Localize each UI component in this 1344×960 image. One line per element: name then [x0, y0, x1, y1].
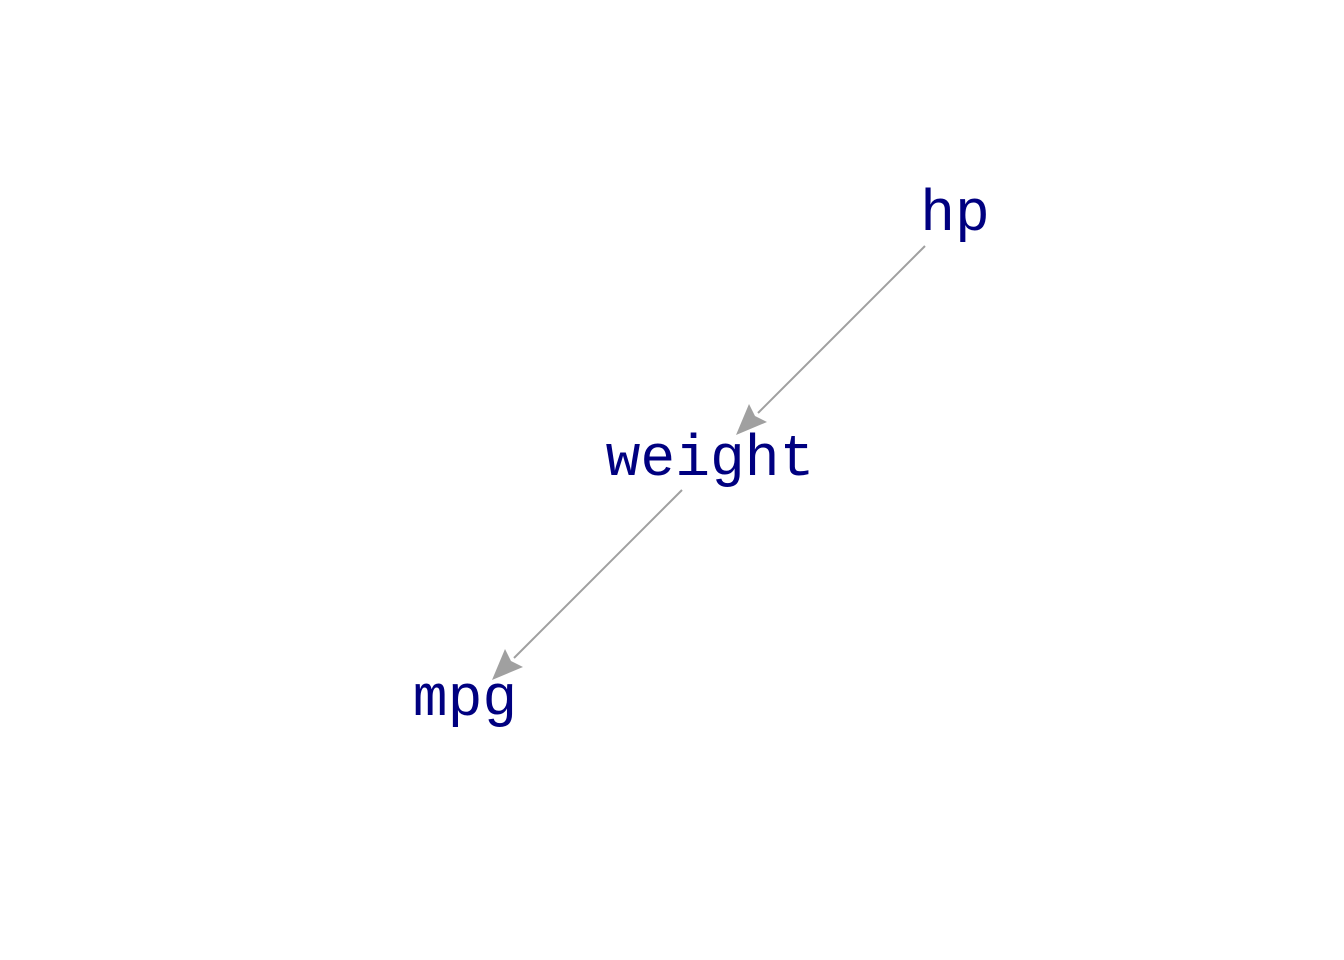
edge-line	[513, 489, 683, 659]
node-mpg: mpg	[413, 668, 517, 733]
edge-weight-to-mpg	[492, 489, 683, 680]
node-hp: hp	[920, 183, 990, 248]
node-weight: weight	[606, 428, 815, 493]
arrowhead	[736, 404, 767, 435]
edge-hp-to-weight	[736, 245, 926, 435]
arrowhead	[492, 649, 523, 680]
edge-line	[757, 245, 926, 414]
